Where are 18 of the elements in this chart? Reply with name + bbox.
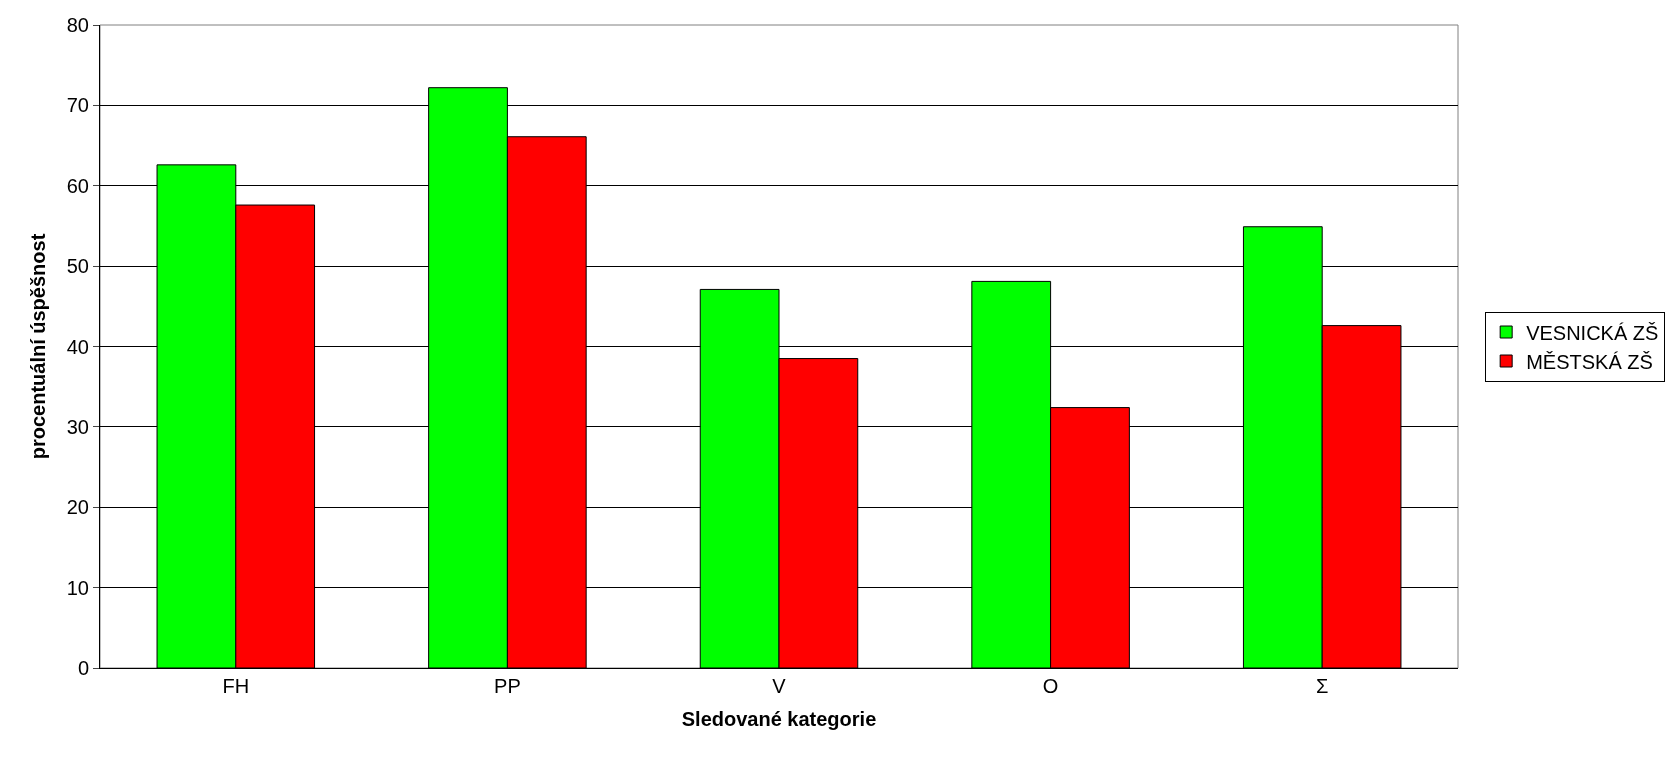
y-tick-label: 60 — [66, 174, 89, 197]
y-tick-label: 40 — [66, 335, 89, 358]
y-tick-label: 0 — [77, 657, 89, 679]
y-tick-label: 50 — [66, 255, 89, 278]
x-tick-label: PP — [494, 675, 521, 697]
x-tick-label: FH — [222, 675, 250, 697]
y-tick-label: 70 — [66, 94, 89, 117]
y-tick-label: 80 — [66, 14, 89, 36]
y-tick-label: 20 — [66, 496, 89, 519]
y-tick-label: 10 — [66, 576, 89, 599]
x-tick-label: Σ — [1316, 675, 1329, 697]
x-tick-label: O — [1042, 675, 1059, 697]
x-tick-label: V — [772, 675, 787, 697]
x-axis-title: Sledované kategorie — [681, 707, 877, 730]
y-tick-label: 30 — [66, 415, 89, 438]
legend-label: VESNICKÁ ZŠ — [1526, 321, 1659, 344]
legend-label: MĚSTSKÁ ZŠ — [1526, 350, 1653, 373]
y-axis-title: procentuální úspěšnost — [27, 233, 50, 460]
